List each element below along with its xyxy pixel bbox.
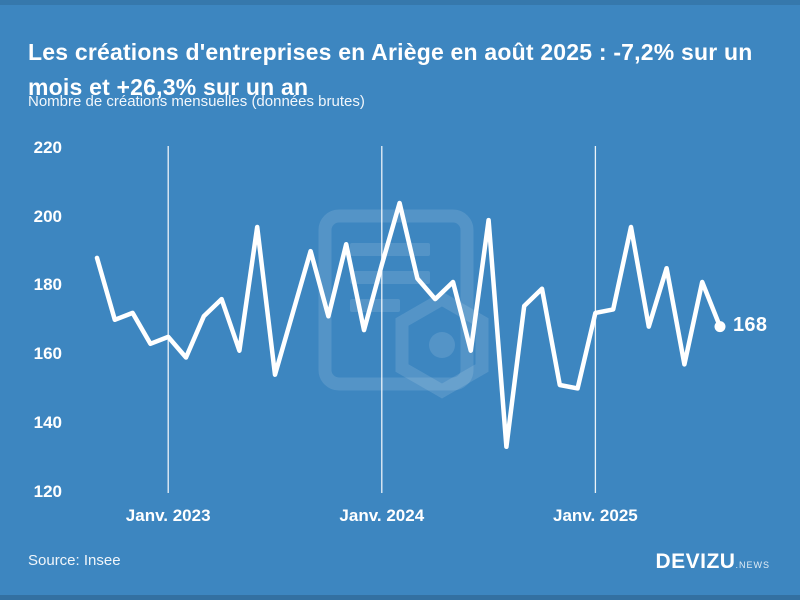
y-tick-label: 120: [33, 481, 62, 501]
watermark-bar: [350, 271, 430, 284]
watermark-hexagon: [395, 291, 489, 399]
chart-title: Les créations d'entreprises en Ariège en…: [28, 39, 753, 100]
brand-logo: DEVIZU .NEWS: [655, 550, 770, 574]
x-tick-label: Janv. 2025: [553, 506, 638, 525]
brand-name: DEVIZU: [655, 550, 736, 573]
y-tick-label: 220: [33, 138, 62, 157]
y-tick-label: 160: [33, 344, 62, 364]
watermark-dot: [429, 332, 455, 358]
series-end-dot: [714, 321, 726, 333]
series-end-value-label: 168: [733, 313, 768, 336]
top-edge-shade: [0, 0, 800, 5]
series-group: [94, 200, 726, 450]
series-line: [94, 200, 723, 450]
watermark-bar: [350, 299, 400, 312]
brand-suffix: .NEWS: [735, 560, 770, 570]
x-tick-label: Janv. 2023: [125, 506, 211, 525]
bottom-edge-shade: [0, 595, 800, 600]
x-tick-label: Janv. 2024: [339, 506, 425, 525]
y-tick-label: 200: [33, 206, 62, 226]
y-tick-label: 140: [33, 412, 62, 432]
watermark-bar: [350, 243, 430, 256]
chart-subtitle: Nombre de créations mensuelles (données …: [28, 93, 365, 110]
gridlines-group: [167, 146, 597, 493]
y-tick-label: 180: [33, 275, 62, 295]
source-label: Source: Insee: [28, 552, 121, 569]
